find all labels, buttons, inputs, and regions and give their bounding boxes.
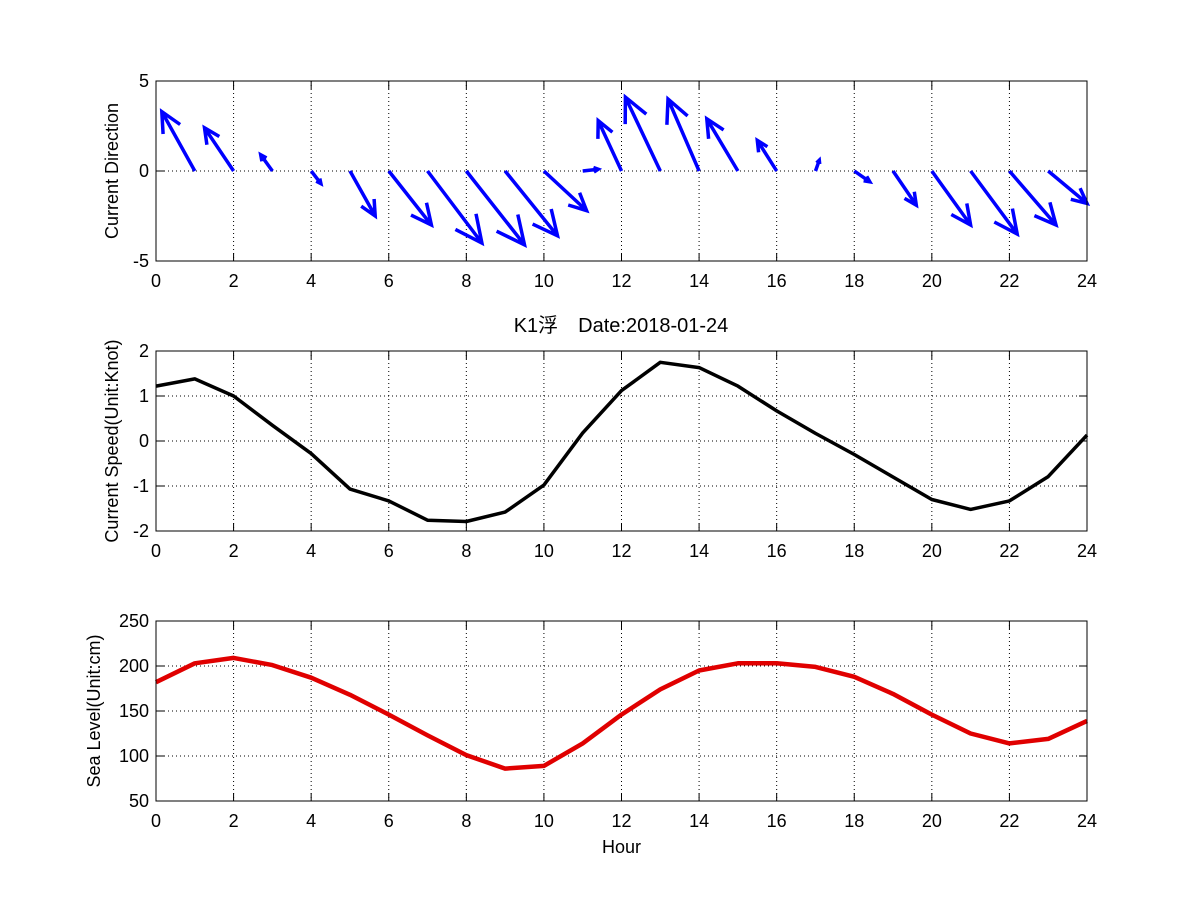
- x-tick-label: 8: [461, 811, 471, 831]
- x-tick-label: 16: [767, 541, 787, 561]
- current-arrow: [258, 151, 274, 173]
- y-tick-label: 150: [119, 701, 149, 721]
- x-tick-label: 18: [844, 271, 864, 291]
- x-tick-label: 2: [229, 271, 239, 291]
- x-tick-label: 18: [844, 541, 864, 561]
- y-tick-label: -1: [133, 476, 149, 496]
- x-tick-label: 10: [534, 811, 554, 831]
- current-arrow: [704, 115, 740, 172]
- current-arrow: [542, 169, 590, 214]
- y-tick-label: 0: [139, 161, 149, 181]
- current-arrow: [1008, 169, 1059, 229]
- y-axis-label: Current Direction: [102, 103, 122, 239]
- y-tick-label: -5: [133, 251, 149, 271]
- x-tick-label: 6: [384, 541, 394, 561]
- current-arrow: [755, 137, 779, 172]
- current-arrow: [387, 169, 434, 229]
- x-tick-label: 12: [611, 541, 631, 561]
- x-tick-label: 16: [767, 271, 787, 291]
- y-tick-label: 2: [139, 341, 149, 361]
- x-tick-label: 8: [461, 541, 471, 561]
- x-tick-label: 10: [534, 271, 554, 291]
- x-tick-label: 4: [306, 811, 316, 831]
- current-arrow: [665, 95, 701, 172]
- current-arrow: [348, 170, 378, 220]
- x-tick-label: 18: [844, 811, 864, 831]
- x-tick-label: 20: [922, 271, 942, 291]
- x-axis-label: Hour: [602, 837, 641, 857]
- x-tick-label: 24: [1077, 811, 1097, 831]
- current-arrow: [853, 169, 874, 185]
- x-tick-label: 24: [1077, 271, 1097, 291]
- y-tick-label: 50: [129, 791, 149, 811]
- x-tick-label: 20: [922, 541, 942, 561]
- x-tick-label: 10: [534, 541, 554, 561]
- current-arrow: [159, 108, 197, 172]
- current-arrow: [813, 156, 822, 172]
- x-tick-label: 6: [384, 271, 394, 291]
- y-tick-label: 100: [119, 746, 149, 766]
- current-arrow: [930, 169, 973, 229]
- current-arrow: [596, 116, 624, 172]
- current-arrow: [503, 169, 561, 239]
- current-arrow: [202, 124, 236, 172]
- series-line: [155, 360, 1089, 524]
- x-tick-label: 14: [689, 541, 709, 561]
- x-tick-label: 24: [1077, 541, 1097, 561]
- x-tick-label: 8: [461, 271, 471, 291]
- current-arrow: [582, 165, 603, 174]
- x-tick-label: 12: [611, 811, 631, 831]
- y-tick-label: -2: [133, 521, 149, 541]
- current-arrow: [426, 169, 485, 247]
- series-line: [155, 655, 1088, 771]
- x-tick-label: 0: [151, 271, 161, 291]
- x-tick-label: 0: [151, 811, 161, 831]
- x-tick-label: 14: [689, 271, 709, 291]
- x-tick-label: 0: [151, 541, 161, 561]
- current-arrow: [309, 169, 324, 187]
- x-tick-label: 22: [999, 811, 1019, 831]
- x-tick-label: 12: [611, 271, 631, 291]
- y-tick-label: 5: [139, 71, 149, 91]
- x-tick-label: 14: [689, 811, 709, 831]
- current-arrow: [623, 93, 662, 172]
- x-tick-label: 6: [384, 811, 394, 831]
- current-arrow: [464, 169, 527, 248]
- y-tick-label: 200: [119, 656, 149, 676]
- x-tick-label: 16: [767, 811, 787, 831]
- x-tick-label: 4: [306, 541, 316, 561]
- x-tick-label: 2: [229, 541, 239, 561]
- x-tick-label: 22: [999, 271, 1019, 291]
- y-axis-label: Sea Level(Unit:cm): [84, 634, 104, 787]
- x-tick-label: 22: [999, 541, 1019, 561]
- x-tick-label: 20: [922, 811, 942, 831]
- y-tick-label: 0: [139, 431, 149, 451]
- y-tick-label: 1: [139, 386, 149, 406]
- current-arrow: [891, 170, 919, 209]
- x-tick-label: 2: [229, 811, 239, 831]
- current-arrow: [969, 169, 1020, 238]
- y-tick-label: 250: [119, 611, 149, 631]
- figure-title: K1浮 Date:2018-01-24: [514, 314, 729, 337]
- plot-area: [156, 621, 1087, 801]
- y-axis-label: Current Speed(Unit:Knot): [102, 339, 122, 542]
- x-tick-label: 4: [306, 271, 316, 291]
